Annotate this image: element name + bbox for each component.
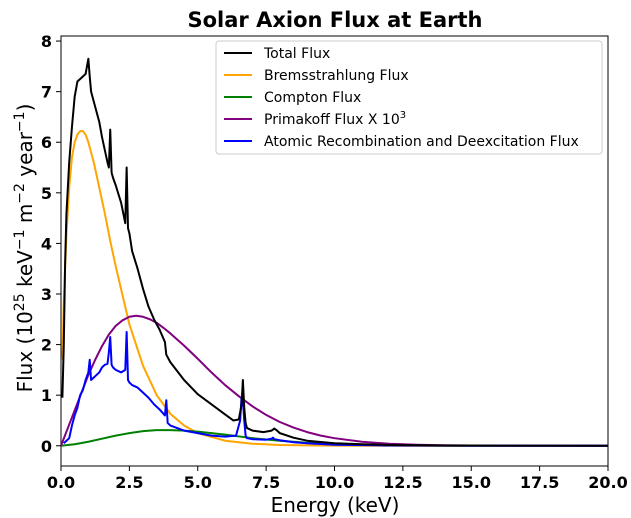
legend: Total Flux Bremsstrahlung Flux Compton F… xyxy=(215,40,603,155)
y-tick-label: 0 xyxy=(41,437,52,456)
y-label-mid2: m xyxy=(13,204,37,230)
legend-label-total: Total Flux xyxy=(263,46,330,62)
legend-label-primakoff-sup: 3 xyxy=(400,110,406,121)
y-tick-label: 5 xyxy=(41,184,52,203)
y-tick-label: 3 xyxy=(41,285,52,304)
y-tick-label: 8 xyxy=(41,32,52,51)
x-tick-label: 10.0 xyxy=(315,473,354,492)
y-label-sup4: −1 xyxy=(12,111,28,132)
x-tick-label: 17.5 xyxy=(520,473,559,492)
y-label-suffix: ) xyxy=(13,104,37,112)
chart-title: Solar Axion Flux at Earth xyxy=(187,8,482,32)
legend-label-atomic: Atomic Recombination and Deexcitation Fl… xyxy=(264,134,579,150)
x-tick-label: 2.5 xyxy=(115,473,143,492)
x-tick-label: 15.0 xyxy=(452,473,491,492)
y-label-mid1: keV xyxy=(13,250,37,294)
y-tick-label: 1 xyxy=(41,386,52,405)
y-axis-label: Flux (1025 keV−1 m−2 year−1) xyxy=(12,104,37,393)
series-line-total-flux xyxy=(61,57,609,447)
x-tick-label: 0.0 xyxy=(47,473,75,492)
series-line-bremsstrahlung-flux xyxy=(61,130,608,447)
x-tick-label: 5.0 xyxy=(184,473,212,492)
y-label-sup1: 25 xyxy=(12,293,28,311)
legend-label-compton: Compton Flux xyxy=(264,90,361,106)
x-tick-label: 20.0 xyxy=(588,473,627,492)
y-tick-label: 4 xyxy=(41,234,52,253)
legend-label-bremsstrahlung: Bremsstrahlung Flux xyxy=(264,68,409,84)
y-tick-label: 7 xyxy=(41,83,52,102)
y-axis-ticks: 0 1 2 3 4 5 6 7 8 xyxy=(41,32,61,456)
x-axis-ticks: 0.0 2.5 5.0 7.5 10.0 12.5 15.0 17.5 20.0 xyxy=(47,466,628,492)
legend-box xyxy=(215,40,603,155)
series-line-primakoff-flux xyxy=(60,314,609,447)
y-tick-label: 2 xyxy=(41,336,52,355)
y-label-prefix: Flux (10 xyxy=(13,311,37,392)
legend-label-primakoff: Primakoff Flux X 103 xyxy=(264,110,406,128)
series-layer xyxy=(60,57,609,447)
x-axis-label: Energy (keV) xyxy=(271,493,400,517)
y-label-sup2: −1 xyxy=(12,230,28,251)
y-tick-label: 6 xyxy=(41,133,52,152)
y-label-mid3: year xyxy=(13,131,37,183)
y-label-sup3: −2 xyxy=(12,183,28,204)
x-tick-label: 7.5 xyxy=(252,473,280,492)
x-tick-label: 12.5 xyxy=(383,473,422,492)
legend-label-primakoff-text: Primakoff Flux X 10 xyxy=(264,112,400,128)
series-line-atomic-flux xyxy=(63,330,609,447)
